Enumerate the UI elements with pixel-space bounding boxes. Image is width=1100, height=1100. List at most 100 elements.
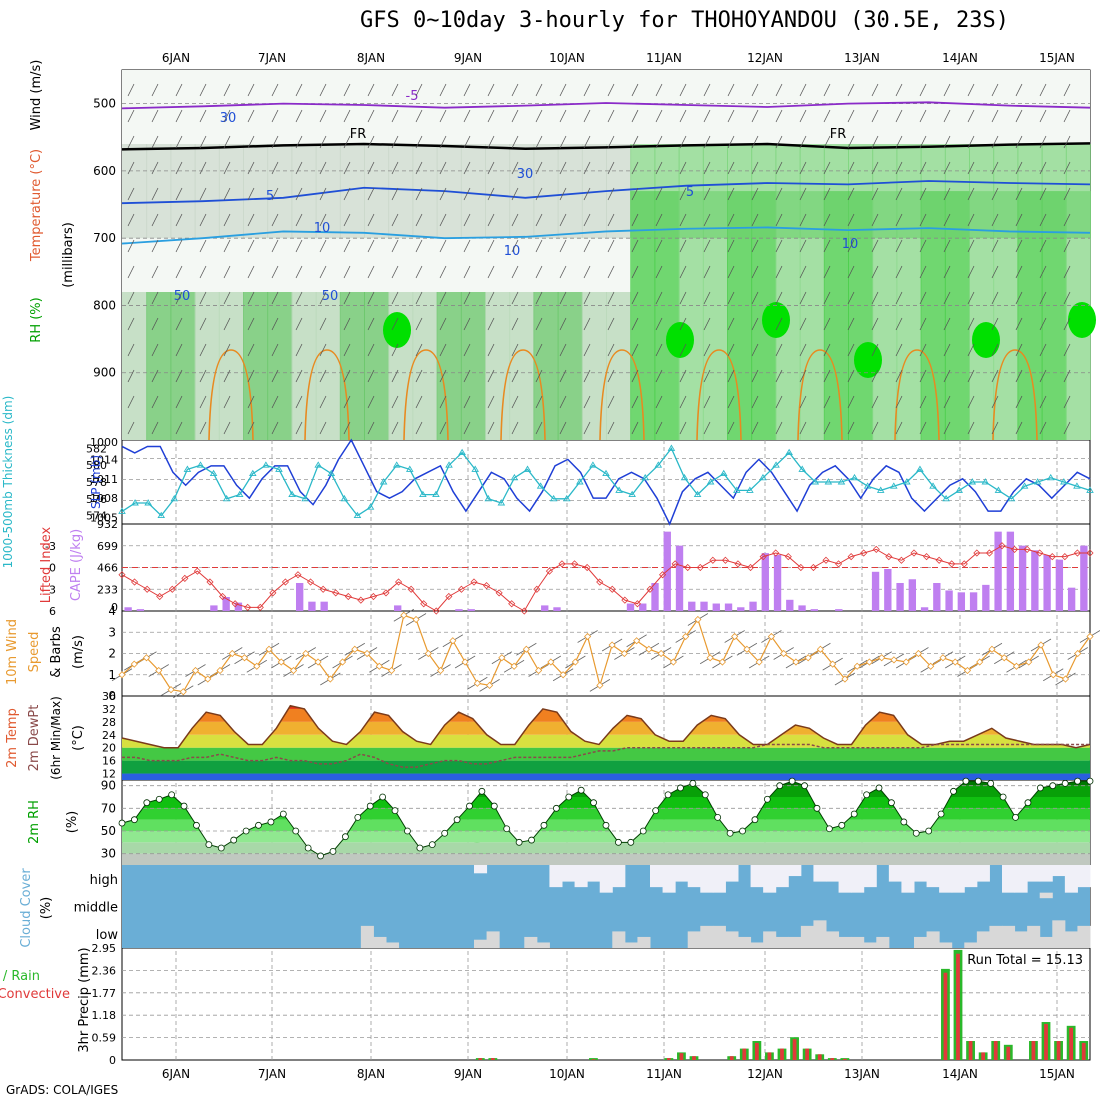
wind-speed-point xyxy=(927,662,935,670)
cloud-ylabel-2: (%) xyxy=(39,897,54,920)
dewpoint-line xyxy=(122,743,1090,768)
thickness-point xyxy=(733,486,741,493)
precip-convective-bar xyxy=(817,1054,822,1060)
lifted-index-point xyxy=(357,596,365,604)
cloud-high-bar xyxy=(775,865,789,888)
wind-barb xyxy=(559,213,567,227)
rh-point xyxy=(590,799,597,807)
wind-barb xyxy=(487,239,495,253)
thickness-point xyxy=(445,461,453,468)
wind-barb xyxy=(535,135,543,149)
wind-speed-point xyxy=(620,649,628,658)
lifted-index-point xyxy=(332,589,340,597)
lifted-index-point xyxy=(571,560,579,568)
lifted-index-point xyxy=(281,578,289,586)
cape-bar xyxy=(994,531,1002,611)
wind-barb xyxy=(391,317,399,331)
wind-barb xyxy=(991,213,999,227)
wind-barb xyxy=(679,369,687,383)
wind-barb xyxy=(679,135,687,149)
wind-barb xyxy=(343,239,351,253)
wind-barb xyxy=(775,213,783,227)
precip-convective-bar xyxy=(679,1053,684,1060)
wind-barb xyxy=(223,421,231,435)
ua-ylabel-rh: RH (%) xyxy=(29,297,44,342)
wind-barb xyxy=(583,213,591,227)
lifted-index-point xyxy=(156,592,164,601)
temp-band xyxy=(122,747,1090,761)
wind-barb xyxy=(655,395,663,409)
wind-barb xyxy=(487,135,495,149)
wind-barb xyxy=(775,109,783,123)
lifted-index-point xyxy=(998,542,1006,550)
thickness-point xyxy=(916,465,924,472)
lifted-index-point xyxy=(143,585,151,593)
wind-barb xyxy=(223,83,231,97)
rh-point xyxy=(788,777,796,785)
wind-speed-point xyxy=(498,654,506,662)
precip-convective-bar xyxy=(754,1042,759,1060)
wind-barb xyxy=(823,343,831,357)
wind-speed-point xyxy=(1025,658,1033,666)
wind-barb xyxy=(655,83,663,97)
wind-barb xyxy=(655,369,663,383)
thickness-point xyxy=(183,465,192,472)
rh-shade-mid xyxy=(775,144,801,239)
rh-point xyxy=(1086,777,1094,785)
thickness-point xyxy=(1060,478,1068,485)
thickness-point xyxy=(576,478,584,485)
rh-shade-column xyxy=(581,292,607,440)
wind-ylabel-3: & Barbs xyxy=(49,626,64,678)
wind-speed-point xyxy=(1061,675,1070,683)
wind-barb xyxy=(463,395,471,409)
rh-point xyxy=(801,782,808,790)
wind-speed-point xyxy=(204,675,212,683)
wind-barb xyxy=(943,317,951,331)
wind-barb xyxy=(967,395,975,409)
wind-barb xyxy=(823,83,831,97)
wind-barb xyxy=(295,239,303,253)
wind-speed-point xyxy=(1012,662,1021,670)
wind-barb xyxy=(1063,343,1071,357)
cloud-low-bar xyxy=(712,925,726,948)
wind-barb xyxy=(535,213,543,227)
rh-shade-column xyxy=(243,292,269,440)
wind-barb xyxy=(631,369,639,383)
wind-speed-point xyxy=(130,660,138,668)
rh-shade-column xyxy=(170,292,196,440)
wind-barb xyxy=(463,421,471,435)
precip-convective-bar xyxy=(490,1058,495,1060)
ua-ylabel-mb: (millibars) xyxy=(61,222,76,288)
wind-barb xyxy=(1015,395,1023,409)
wind-barb xyxy=(799,265,807,279)
rh-shade-column xyxy=(412,292,438,440)
wind-barb xyxy=(199,213,207,227)
wind-barb xyxy=(967,109,975,123)
lifted-index-point xyxy=(1023,545,1031,553)
wind-barb xyxy=(775,83,783,97)
wind-barb xyxy=(607,161,615,175)
thickness-point xyxy=(314,461,323,468)
thickness-point xyxy=(562,494,571,502)
wind-speed-point xyxy=(669,658,677,666)
rh-shade-mid xyxy=(485,144,511,239)
wind-barb xyxy=(607,291,615,305)
warm-isotherm xyxy=(208,349,254,441)
cloud-low-bar xyxy=(813,920,827,948)
li-tick-label: 0 xyxy=(49,562,56,575)
rh-point xyxy=(863,791,871,799)
cape-tick-label: 699 xyxy=(97,540,118,553)
wind-barb xyxy=(919,161,927,175)
wind-barb xyxy=(799,395,807,409)
precip-convective-bar xyxy=(1081,1042,1086,1060)
cloud-high-bar xyxy=(813,865,827,882)
wind-barb xyxy=(583,395,591,409)
wind-barb xyxy=(535,291,543,305)
rh-high-cell xyxy=(666,322,694,358)
wind-barb xyxy=(727,265,735,279)
rh-point xyxy=(205,841,213,848)
cloud-high-bar xyxy=(888,865,902,882)
cape-bar xyxy=(136,609,145,611)
precip-ylabel-2: Convective xyxy=(0,987,70,1002)
wind-barb xyxy=(487,395,495,409)
